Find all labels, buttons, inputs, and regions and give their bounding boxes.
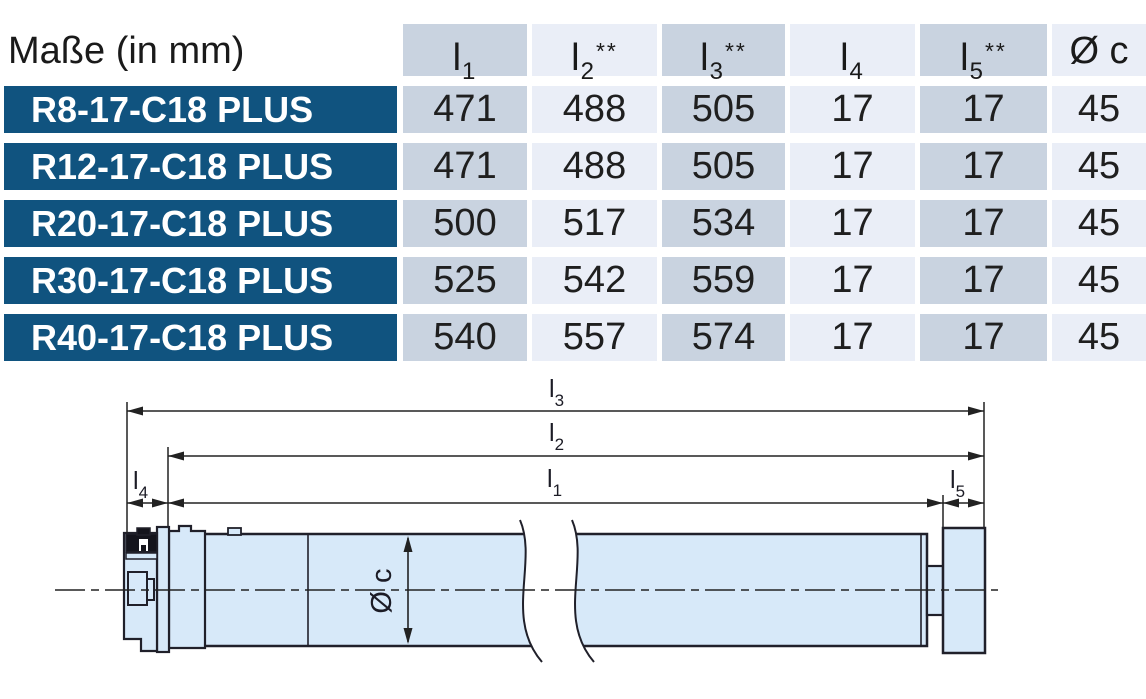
value-cell: 488 <box>532 86 657 133</box>
column-header-l3: l3** <box>662 24 785 85</box>
value-cell: 17 <box>920 200 1047 247</box>
table-title: Maße (in mm) <box>8 30 245 72</box>
value-cell: 500 <box>403 200 527 247</box>
dimension-lines <box>127 410 984 642</box>
column-header-diameter: Ø c <box>1052 24 1146 76</box>
value-cell: 471 <box>403 86 527 133</box>
dim-label-l5: l5 <box>950 466 965 501</box>
dim-symbol: l <box>960 37 969 79</box>
dimensions-table: Maße (in mm) l1 l2** l3** l4 l5** Ø c R8… <box>4 24 1146 371</box>
break-gap <box>520 520 594 662</box>
column-header-l1: l1 <box>403 24 527 85</box>
value-cell: 45 <box>1052 257 1146 304</box>
value-cell: 525 <box>403 257 527 304</box>
dim-label-l4: l4 <box>133 467 148 502</box>
value-cell: 17 <box>790 143 915 190</box>
column-header-l4: l4 <box>790 24 915 85</box>
value-cell: 542 <box>532 257 657 304</box>
value-cell: 17 <box>790 314 915 361</box>
value-cell: 45 <box>1052 86 1146 133</box>
dim-symbol: l <box>840 37 849 79</box>
table-row: R20-17-C18 PLUS 500 517 534 17 17 45 <box>4 200 1146 247</box>
dim-label-l1: l1 <box>547 465 562 500</box>
diameter-label: Ø c <box>366 568 398 613</box>
dim-symbol: l <box>452 37 462 79</box>
value-cell: 540 <box>403 314 527 361</box>
model-label: R20-17-C18 PLUS <box>4 200 397 247</box>
model-label: R40-17-C18 PLUS <box>4 314 397 361</box>
shaft-coupler <box>127 571 148 606</box>
motor-technical-drawing: l3 l2 l1 l4 l5 Ø c <box>55 375 998 663</box>
dim-symbol: l <box>571 37 580 79</box>
value-cell: 17 <box>920 314 1047 361</box>
dim-label-l3: l3 <box>549 375 564 410</box>
column-header-l2: l2** <box>532 24 657 85</box>
motor-drawing <box>122 519 987 663</box>
dim-label-l2: l2 <box>549 419 564 454</box>
head-seam-band <box>125 552 158 560</box>
value-cell: 505 <box>662 86 785 133</box>
value-cell: 505 <box>662 143 785 190</box>
table-row: R30-17-C18 PLUS 525 542 559 17 17 45 <box>4 257 1146 304</box>
dimension-labels: l3 l2 l1 l4 l5 Ø c <box>133 375 965 614</box>
value-cell: 488 <box>532 143 657 190</box>
value-cell: 45 <box>1052 314 1146 361</box>
head-cap <box>167 524 207 650</box>
value-cell: 534 <box>662 200 785 247</box>
value-cell: 471 <box>403 143 527 190</box>
value-cell: 17 <box>790 86 915 133</box>
column-header-l5: l5** <box>920 24 1047 85</box>
value-cell: 17 <box>920 86 1047 133</box>
table-row: R8-17-C18 PLUS 471 488 505 17 17 45 <box>4 86 1146 133</box>
extension-lines <box>126 402 985 533</box>
model-label: R8-17-C18 PLUS <box>4 86 397 133</box>
dim-symbol: l <box>700 37 709 79</box>
value-cell: 17 <box>790 200 915 247</box>
value-cell: 559 <box>662 257 785 304</box>
value-cell: 17 <box>920 143 1047 190</box>
value-cell: 574 <box>662 314 785 361</box>
value-cell: 17 <box>920 257 1047 304</box>
connector-pin <box>141 545 146 551</box>
ring-tab <box>227 527 242 536</box>
value-cell: 17 <box>790 257 915 304</box>
dimension-arrowheads <box>127 406 984 644</box>
head-connector-tab <box>136 527 151 536</box>
model-label: R12-17-C18 PLUS <box>4 143 397 190</box>
table-header-row: Maße (in mm) l1 l2** l3** l4 l5** Ø c <box>4 24 1146 85</box>
table-row: R12-17-C18 PLUS 471 488 505 17 17 45 <box>4 143 1146 190</box>
diameter-symbol: Ø c <box>1069 30 1129 72</box>
value-cell: 45 <box>1052 143 1146 190</box>
value-cell: 517 <box>532 200 657 247</box>
table-row: R40-17-C18 PLUS 540 557 574 17 17 45 <box>4 314 1146 361</box>
model-label: R30-17-C18 PLUS <box>4 257 397 304</box>
value-cell: 45 <box>1052 200 1146 247</box>
value-cell: 557 <box>532 314 657 361</box>
